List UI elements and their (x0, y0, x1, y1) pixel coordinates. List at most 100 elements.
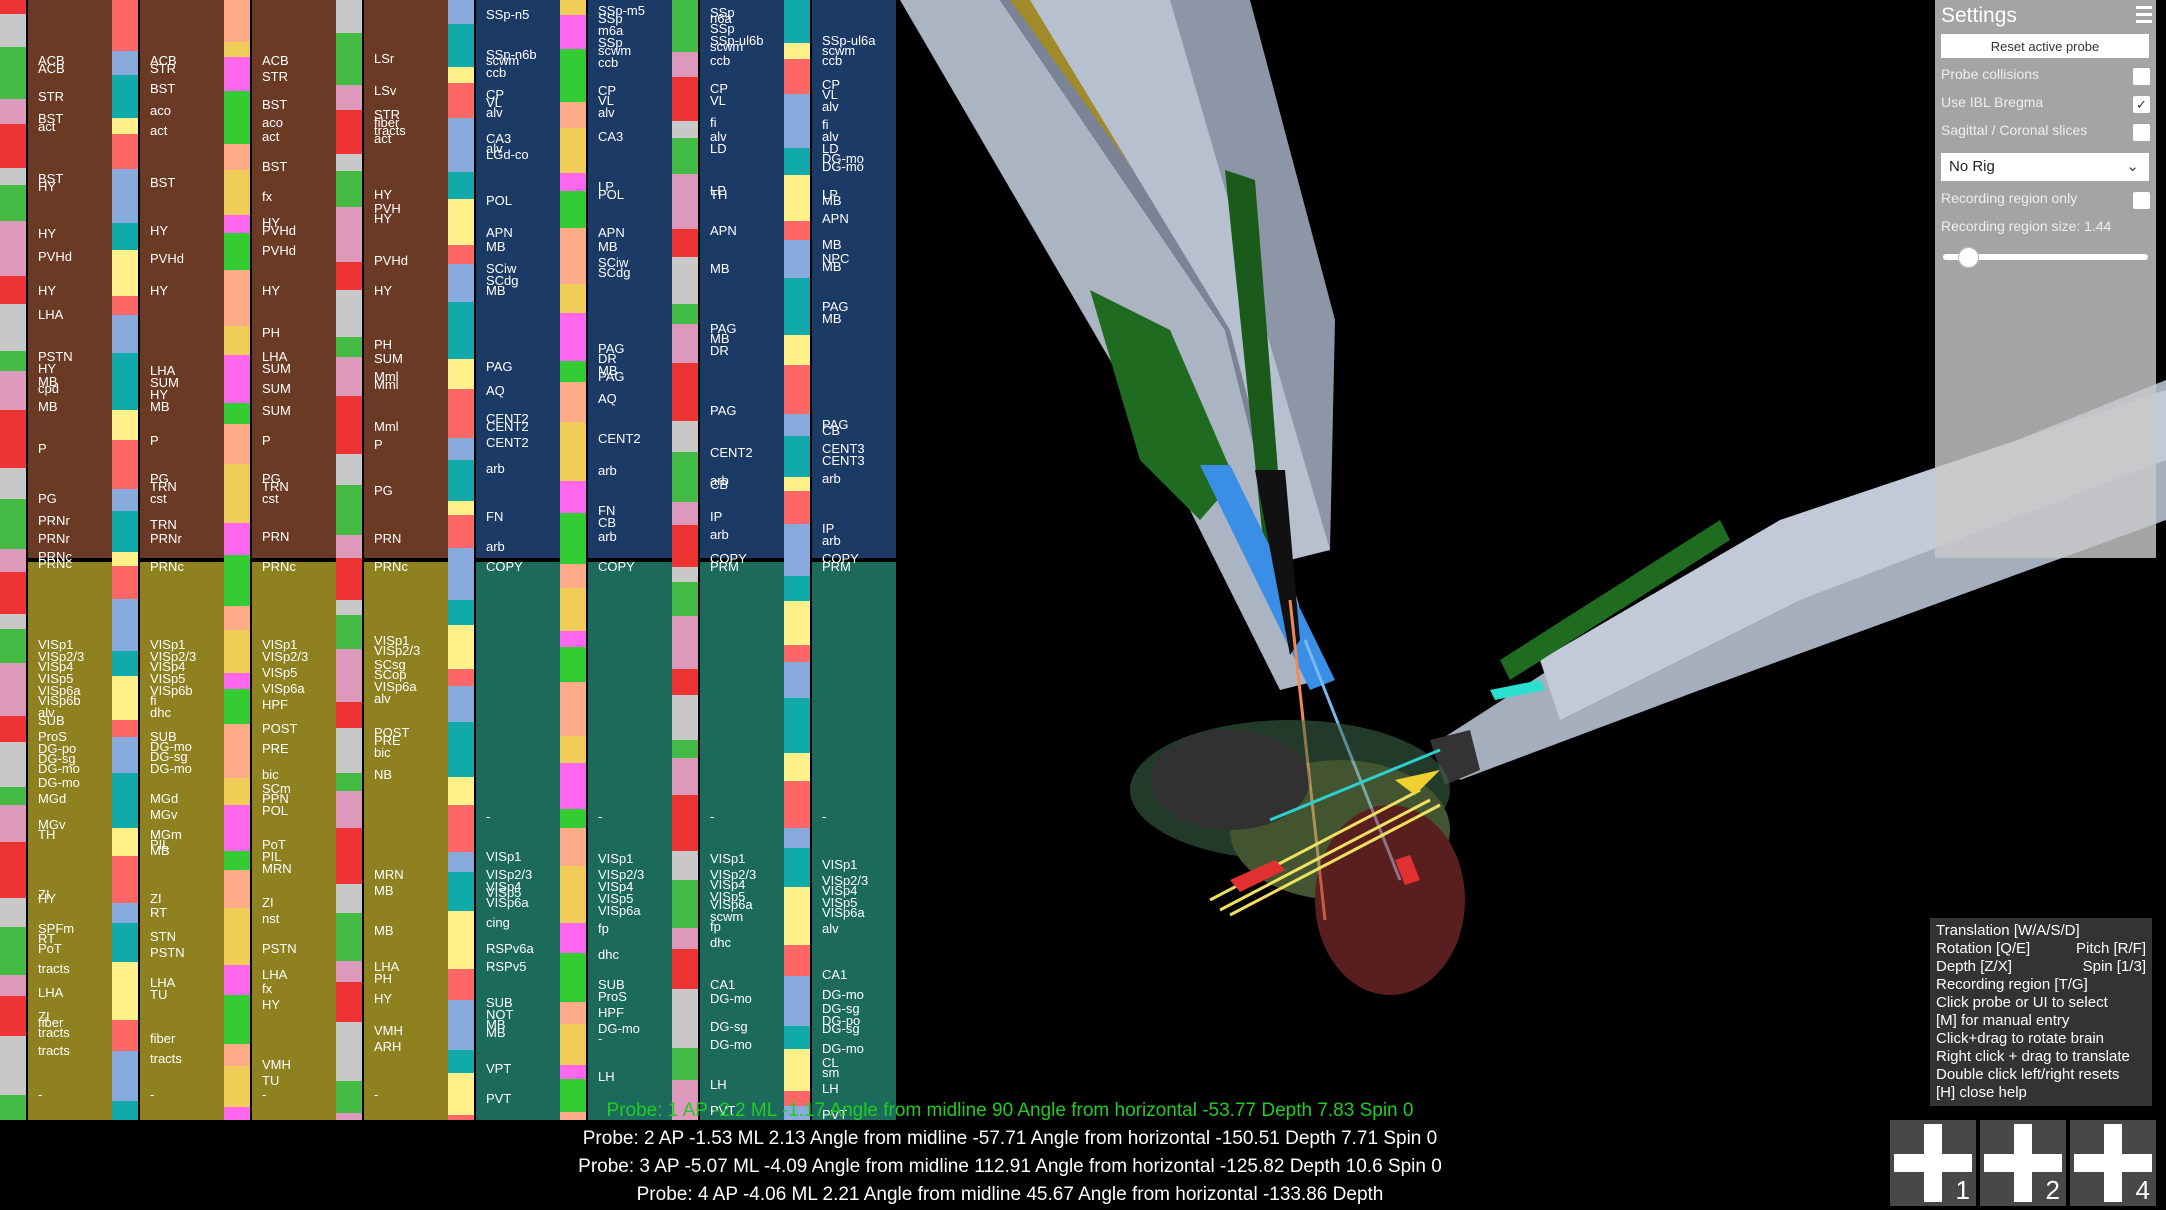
region-color-segment (336, 110, 362, 154)
region-label: MRN (374, 867, 404, 882)
region-color-segment (224, 689, 250, 724)
region-color-segment (560, 513, 586, 564)
probe-bottom-region-block (588, 562, 672, 1120)
region-color-segment (560, 1112, 586, 1120)
region-label: P (262, 433, 271, 448)
region-color-segment (112, 1020, 138, 1051)
region-label: RT (150, 905, 168, 920)
region-color-segment (0, 1036, 26, 1095)
region-color-segment (0, 663, 26, 716)
region-only-checkbox[interactable] (2133, 192, 2150, 209)
region-color-segment (784, 781, 810, 828)
region-label: IP (710, 509, 723, 524)
region-label: ZI (150, 891, 162, 906)
region-label: HY (38, 179, 57, 194)
region-color-segment (448, 1073, 474, 1115)
region-label: HY (38, 361, 57, 376)
region-label: SSp-n6b (486, 47, 537, 62)
probe-button-number: 4 (2135, 1175, 2150, 1205)
region-label: CP (822, 77, 841, 92)
region-label: SUM (262, 403, 291, 418)
region-label: TU (150, 987, 168, 1002)
region-color-segment (336, 85, 362, 110)
region-color-segment (560, 564, 586, 588)
brain-mesh[interactable] (1130, 720, 1465, 995)
region-color-segment (336, 207, 362, 262)
region-label: MB (38, 399, 58, 414)
region-label: VISp6a (822, 905, 865, 920)
region-size-slider-handle[interactable] (1957, 247, 1979, 268)
region-label: DG-mo (822, 987, 864, 1002)
region-color-segment (448, 777, 474, 805)
region-label: LHA (262, 967, 288, 982)
region-label: tracts (38, 961, 70, 976)
region-color-segment (112, 1101, 138, 1120)
region-label: alv (374, 691, 391, 706)
region-label: BST (38, 111, 64, 126)
plus-icon-bar (2104, 1124, 2122, 1202)
region-label: DG-mo (598, 1021, 640, 1036)
region-color-segment (0, 975, 26, 996)
slices-checkbox[interactable] (2133, 124, 2150, 141)
region-color-segment (560, 128, 586, 173)
probe-panel-8: SSp-ul6a scwm ccb CP VL alv fi alv LD DG-mo DG-mo L… (784, 0, 896, 1120)
region-color-segment (672, 304, 698, 324)
region-label: PIL (262, 849, 282, 864)
region-color-segment (0, 499, 26, 549)
region-label: CB (598, 515, 617, 530)
region-label: fi (150, 693, 157, 708)
region-label: MGd (38, 791, 67, 806)
region-label: MB (374, 923, 394, 938)
region-label: arb (486, 461, 505, 476)
region-color-segment (448, 548, 474, 600)
region-label: dhc (150, 705, 171, 720)
probe-panel-3: ACB STR BST aco act BST fx HY PVHd PVHd HY PH LHA SUM… (224, 0, 336, 1120)
probe-collisions-checkbox[interactable] (2133, 68, 2150, 85)
region-size-slider[interactable] (1943, 254, 2148, 260)
region-color-segment (560, 361, 586, 382)
use-ibl-checkbox[interactable]: ✓ (2133, 96, 2150, 113)
region-color-segment (224, 170, 250, 215)
region-color-segment (336, 982, 362, 1022)
region-label: DG-mo (822, 151, 864, 166)
region-color-segment (112, 773, 138, 828)
add-probe-4-button[interactable]: 4 (2070, 1120, 2156, 1206)
probe-top-region-block (252, 0, 336, 558)
rig-select[interactable]: No Rig ⌄ (1941, 153, 2149, 181)
region-label: LHA (150, 363, 176, 378)
region-label: VISp6a (710, 897, 753, 912)
region-label: fx (262, 189, 273, 204)
region-color-segment (0, 468, 26, 499)
region-color-segment (336, 615, 362, 649)
region-label: HY (38, 891, 57, 906)
region-only-label: Recording region only (1941, 190, 2078, 206)
region-color-segment (672, 795, 698, 851)
region-label: VISp2/3 (822, 873, 869, 888)
region-color-segment (560, 15, 586, 49)
region-label: VISp6b (38, 693, 81, 708)
region-color-segment (784, 477, 810, 491)
region-label: SSp (710, 5, 735, 20)
region-label: DG-mo (822, 159, 864, 174)
region-color-segment (784, 148, 810, 175)
add-probe-1-button[interactable]: 1 (1890, 1120, 1976, 1206)
probe-status: Probe: 1 AP -2.2 ML -1.17 Angle from mid… (560, 1097, 1460, 1209)
reset-active-probe-button[interactable]: Reset active probe (1941, 34, 2149, 58)
region-color-segment (0, 0, 26, 14)
region-label: CP (486, 87, 505, 102)
hamburger-menu-icon[interactable] (2136, 6, 2152, 27)
region-color-segment (224, 326, 250, 355)
region-label: CENT3 (822, 453, 865, 468)
region-color-segment (672, 174, 698, 229)
region-color-segment (448, 669, 474, 686)
add-probe-2-button[interactable]: 2 (1980, 1120, 2066, 1206)
region-color-segment (784, 436, 810, 477)
region-color-segment (784, 278, 810, 335)
region-color-segment (112, 552, 138, 566)
region-color-segment (112, 737, 138, 773)
region-label: dhc (710, 935, 731, 950)
help-spin: Spin [1/3] (2082, 958, 2146, 975)
region-label: scwm (710, 909, 744, 924)
region-color-segment (0, 371, 26, 410)
help-depth: Depth [Z/X] (1936, 958, 2012, 975)
